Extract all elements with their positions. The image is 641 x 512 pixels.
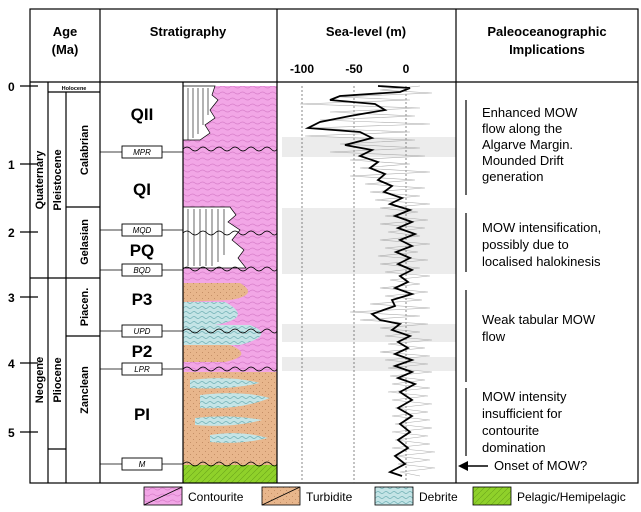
- implications-header-line2: Implications: [509, 42, 585, 57]
- age-header: Age: [53, 24, 78, 39]
- legend-swatch-pelagic: [472, 486, 512, 506]
- implication-line: MOW intensification,: [482, 220, 601, 235]
- implication-line: generation: [482, 169, 543, 184]
- boundary-label: BQD: [133, 266, 151, 275]
- unit-label: QII: [131, 105, 154, 124]
- implication-line: Mounded Drift: [482, 153, 564, 168]
- boundary-label: M: [139, 460, 146, 469]
- implication-line: Enhanced MOW: [482, 105, 578, 120]
- zanclean-label: Zanclean: [79, 366, 91, 414]
- lithology-column: [182, 85, 278, 483]
- age-axis-ticks: [20, 85, 38, 433]
- legend-label: Debrite: [419, 490, 458, 504]
- sealevel-header: Sea-level (m): [326, 24, 406, 39]
- boundary-leaders: [100, 151, 183, 465]
- pleistocene-label: Pleistocene: [52, 149, 64, 210]
- implication-line: flow: [482, 329, 506, 344]
- boundary-label: MQD: [133, 226, 152, 235]
- age-tick-label: 0: [8, 80, 15, 94]
- stratigraphy-header: Stratigraphy: [150, 24, 227, 39]
- legend: Contourite Turbidite Debrite Pelagic/Hem…: [143, 486, 626, 506]
- unit-label: PQ: [130, 241, 155, 260]
- calabrian-label: Calabrian: [79, 125, 91, 175]
- age-header-unit: (Ma): [52, 42, 79, 57]
- boundary-label: MPR: [133, 148, 151, 157]
- implication-line: contourite: [482, 423, 539, 438]
- legend-label: Contourite: [188, 490, 244, 504]
- implication-line: insufficient for: [482, 406, 563, 421]
- implication-text: Enhanced MOW flow along the Algarve Marg…: [482, 105, 601, 473]
- quaternary-label: Quaternary: [34, 150, 46, 210]
- boundary-label: LPR: [134, 365, 150, 374]
- age-tick-label: 5: [8, 426, 15, 440]
- onset-arrow-icon: [458, 461, 488, 471]
- legend-label: Pelagic/Hemipelagic: [517, 490, 626, 504]
- holocene-label: Holocene: [62, 86, 87, 92]
- implication-line: flow along the: [482, 121, 562, 136]
- neogene-label: Neogene: [34, 357, 46, 403]
- sealevel-tick-label: 0: [403, 62, 410, 76]
- unit-label: PI: [134, 405, 150, 424]
- sealevel-tick-label: -100: [290, 62, 314, 76]
- piacenzian-label: Piacen.: [79, 288, 91, 327]
- sealevel-raw-curve: [299, 85, 436, 477]
- implication-line: possibly due to: [482, 237, 569, 252]
- onset-label: Onset of MOW?: [494, 458, 587, 473]
- implication-line: MOW intensity: [482, 389, 567, 404]
- age-tick-label: 3: [8, 291, 15, 305]
- unit-label: P3: [132, 290, 153, 309]
- boundary-boxes: [121, 145, 163, 471]
- implication-line: domination: [482, 440, 546, 455]
- table-frame: [29, 8, 639, 484]
- sealevel-smoothed-curve: [304, 85, 418, 477]
- age-tick-label: 1: [8, 158, 15, 172]
- implication-line: Algarve Margin.: [482, 137, 573, 152]
- gelasian-label: Gelasian: [79, 219, 91, 265]
- legend-label: Turbidite: [306, 490, 353, 504]
- legend-swatch-debrite: [374, 486, 414, 506]
- implication-line: localised halokinesis: [482, 254, 601, 269]
- implication-line: Weak tabular MOW: [482, 312, 596, 327]
- boundary-label: UPD: [134, 327, 151, 336]
- unit-label: P2: [132, 342, 153, 361]
- age-tick-label: 4: [8, 357, 15, 371]
- sealevel-tick-label: -50: [345, 62, 363, 76]
- pliocene-label: Pliocene: [52, 357, 64, 402]
- interval-bands: [282, 137, 456, 371]
- implications-header: Paleoceanographic: [487, 24, 606, 39]
- age-tick-label: 2: [8, 226, 15, 240]
- unit-label: QI: [133, 180, 151, 199]
